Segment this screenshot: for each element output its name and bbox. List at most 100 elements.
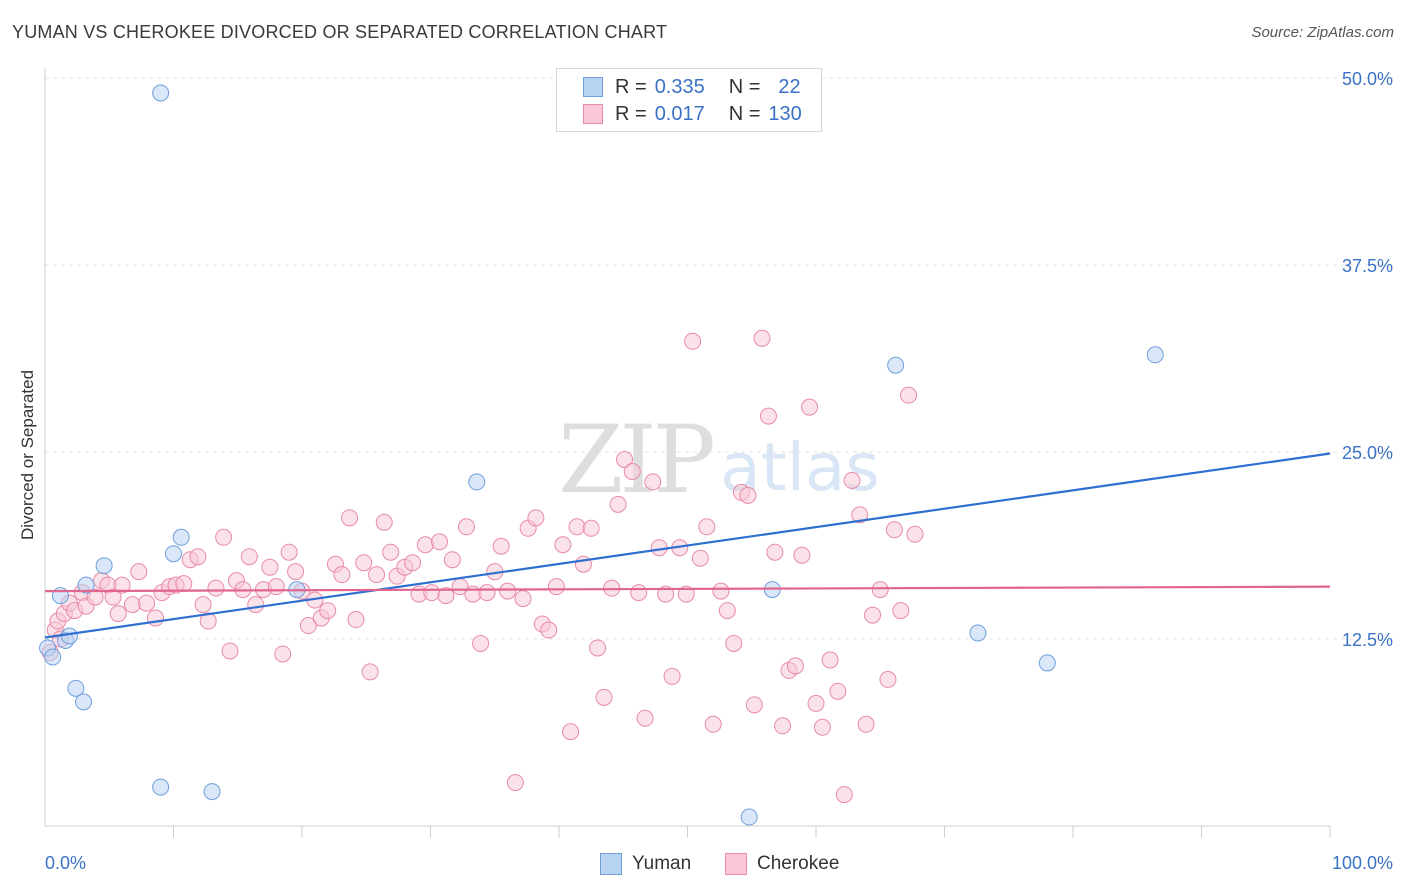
cherokee-point (801, 398, 819, 416)
yuman-r-value: 0.335 (654, 75, 705, 98)
yuman-point (95, 557, 113, 575)
cherokee-point (871, 581, 889, 599)
cherokee-point (109, 605, 127, 623)
cherokee-legend-swatch (725, 853, 747, 875)
cherokee-point (382, 543, 400, 561)
cherokee-point (829, 682, 847, 700)
yuman-point (67, 679, 85, 697)
y-tick-label: 12.5% (1342, 630, 1393, 650)
cherokee-point (319, 602, 337, 620)
cherokee-point (691, 549, 709, 567)
cherokee-point (430, 533, 448, 551)
cherokee-point (443, 551, 461, 569)
cherokee-point (416, 536, 434, 554)
cherokee-point (299, 617, 317, 635)
cherokee-point (595, 688, 613, 706)
yuman-point (77, 576, 95, 594)
yuman-point (203, 783, 221, 801)
cherokee-point (759, 407, 777, 425)
cherokee-point (684, 332, 702, 350)
cherokee-point (287, 563, 305, 581)
yuman-point (172, 528, 190, 546)
cherokee-point (589, 639, 607, 657)
cherokee-point (341, 509, 359, 527)
cherokee-point (104, 588, 122, 606)
cherokee-point (745, 696, 763, 714)
bottom-legend-cherokee: Cherokee (725, 852, 839, 876)
cherokee-point (274, 645, 292, 663)
cherokee-point (864, 606, 882, 624)
cherokee-n-value: 130 (768, 102, 802, 125)
cherokee-point (261, 558, 279, 576)
cherokee-point (677, 585, 695, 603)
yuman-point (740, 808, 758, 826)
cherokee-r-label: R = (615, 102, 647, 125)
yuman-point (44, 648, 62, 666)
y-tick-label: 50.0% (1342, 69, 1393, 89)
cherokee-point (375, 513, 393, 531)
cherokee-point (492, 537, 510, 555)
yuman-point (1038, 654, 1056, 672)
watermark-zip: ZIP (558, 406, 712, 515)
cherokee-point (843, 471, 861, 489)
cherokee-swatch (583, 104, 603, 124)
cherokee-point (527, 509, 545, 527)
cherokee-point (423, 584, 441, 602)
cherokee-point (879, 670, 897, 688)
y-tick-label: 37.5% (1342, 256, 1393, 276)
cherokee-point (568, 518, 586, 536)
cherokee-point (457, 518, 475, 536)
cherokee-point (194, 596, 212, 614)
cherokee-point (663, 667, 681, 685)
cherokee-point (499, 582, 517, 600)
cherokee-point (644, 473, 662, 491)
cherokee-point (113, 576, 131, 594)
yuman-point (75, 693, 93, 711)
cherokee-point (147, 609, 165, 627)
cherokee-point (478, 584, 496, 602)
cherokee-point (130, 563, 148, 581)
cherokee-point (892, 602, 910, 620)
cherokee-point (807, 694, 825, 712)
cherokee-point (582, 519, 600, 537)
cherokee-point (267, 578, 285, 596)
cherokee-point (793, 546, 811, 564)
cherokee-point (189, 548, 207, 566)
yuman-point (152, 84, 170, 102)
chart-title: YUMAN VS CHEROKEE DIVORCED OR SEPARATED … (12, 22, 668, 42)
yuman-point (165, 545, 182, 563)
cherokee-point (630, 584, 648, 602)
cherokee-point (404, 554, 422, 572)
cherokee-point (657, 585, 675, 603)
cherokee-point (885, 521, 903, 539)
x-tick-label: 0.0% (45, 853, 86, 873)
cherokee-point (355, 554, 373, 572)
cherokee-point (554, 536, 572, 554)
cherokee-point (514, 590, 532, 608)
cherokee-point (636, 709, 654, 727)
stats-legend: R = 0.335 N = 22 R = 0.017 N = 130 (556, 68, 822, 132)
cherokee-point (368, 566, 386, 584)
yuman-legend-swatch (600, 853, 622, 875)
yuman-point (60, 627, 78, 645)
cherokee-point (215, 528, 233, 546)
cherokee-r-value: 0.017 (654, 102, 705, 125)
yuman-point (468, 473, 486, 491)
yuman-n-value: 22 (778, 75, 801, 98)
cherokee-point (851, 506, 869, 524)
cherokee-point (616, 450, 634, 468)
yuman-trend-line (44, 452, 1331, 639)
cherokee-point (704, 715, 722, 733)
source-label: Source: ZipAtlas.com (1251, 24, 1394, 41)
cherokee-point (718, 602, 736, 620)
yuman-point (152, 778, 170, 796)
yuman-r-label: R = (615, 75, 647, 98)
cherokee-point (857, 715, 875, 733)
bottom-legend-yuman: Yuman (600, 852, 691, 876)
cherokee-point (547, 578, 565, 596)
y-axis-title: Divorced or Separated (18, 370, 37, 540)
cherokee-point (725, 634, 743, 652)
cherokee-point (247, 596, 265, 614)
cherokee-point (280, 543, 298, 561)
cherokee-point (347, 611, 365, 629)
